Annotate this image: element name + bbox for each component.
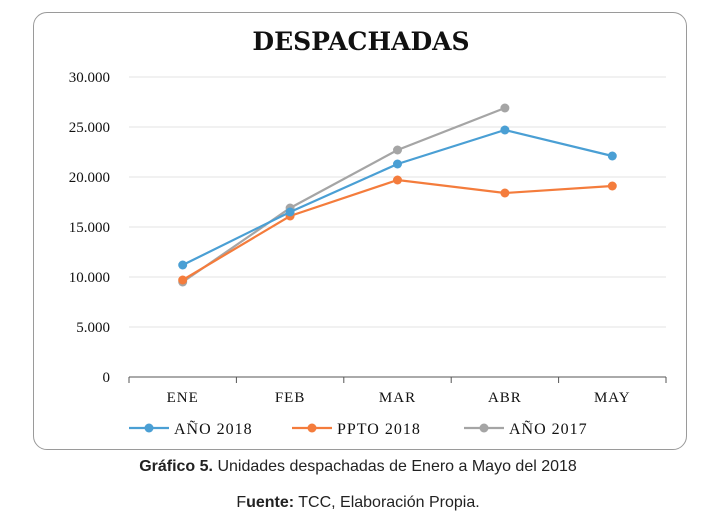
data-point	[607, 151, 617, 161]
data-point	[178, 260, 188, 270]
legend-marker	[307, 423, 317, 433]
y-tick-label: 5.000	[76, 320, 110, 336]
y-tick-label: 10.000	[69, 270, 110, 286]
source-label: uente:	[246, 494, 295, 511]
y-tick-label: 30.000	[69, 70, 110, 86]
y-tick-label: 25.000	[69, 120, 110, 136]
x-tick-label: MAR	[379, 390, 416, 406]
data-point	[500, 188, 510, 198]
legend-marker	[479, 423, 489, 433]
legend-label: AÑO 2018	[174, 420, 253, 438]
line-chart: DESPACHADAS 0 5.000 10.000 15.000 20.000 25.00…	[69, 27, 667, 438]
x-tick-label: FEB	[275, 390, 306, 406]
source-prefix: F	[236, 494, 247, 511]
figure-caption: Gráfico 5. Unidades despachadas de Enero…	[0, 458, 716, 476]
data-point	[393, 159, 402, 169]
legend-label: PPTO 2018	[337, 421, 421, 438]
data-point	[393, 175, 402, 185]
series-line	[182, 178, 613, 281]
data-point	[607, 181, 617, 191]
caption-text: Unidades despachadas de Enero a Mayo del…	[213, 458, 577, 475]
data-point	[285, 207, 295, 217]
caption-label: Gráfico 5.	[139, 458, 213, 475]
legend-label: AÑO 2017	[509, 420, 588, 438]
x-tick-label: ABR	[488, 390, 522, 406]
chart-frame: DESPACHADAS 0 5.000 10.000 15.000 20.000 25.00…	[33, 12, 687, 450]
data-point	[178, 275, 188, 285]
data-point	[500, 125, 510, 135]
data-point	[393, 145, 402, 155]
figure-source: Fuente: TCC, Elaboración Propia.	[0, 494, 716, 512]
series-line	[182, 106, 506, 283]
y-tick-label: 0	[103, 370, 111, 386]
source-text: TCC, Elaboración Propia.	[294, 494, 480, 511]
y-tick-label: 20.000	[69, 170, 110, 186]
data-point	[500, 103, 510, 113]
x-tick-label: MAY	[594, 390, 631, 406]
x-tick-label: ENE	[167, 390, 199, 406]
legend-marker	[144, 423, 154, 433]
y-tick-label: 15.000	[69, 220, 110, 236]
chart-title: DESPACHADAS	[252, 27, 469, 56]
